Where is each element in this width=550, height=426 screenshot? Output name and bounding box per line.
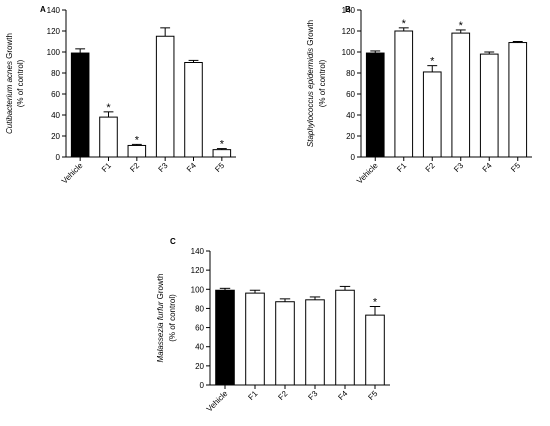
panel-letter: B xyxy=(345,5,351,14)
significance-star: * xyxy=(430,56,435,68)
panel-letter: C xyxy=(170,237,176,246)
bar-f2 xyxy=(422,71,442,158)
y-tick-label: 120 xyxy=(342,27,356,36)
category-label: F3 xyxy=(306,389,319,402)
y-tick-label: 100 xyxy=(47,48,61,57)
bar-f5 xyxy=(365,314,385,386)
chart-panel-b: B 0 20 40 60 80 100 120 140 Vehicle * F1 * F2 * F3 F4 F5 S… xyxy=(306,5,532,186)
chart-panel-a: A 0 20 40 60 80 100 120 140 Vehicle * F1 * F2 F3 F4 * F5 C… xyxy=(5,5,236,186)
y-tick-label: 40 xyxy=(346,111,355,120)
y-tick-label: 80 xyxy=(346,69,355,78)
bar-f1 xyxy=(394,30,414,158)
significance-star: * xyxy=(373,297,378,309)
y-axis-label-species: Staphylococcus epidermidis xyxy=(306,48,315,147)
category-label: F4 xyxy=(336,389,349,402)
panel-letter: A xyxy=(40,5,46,14)
category-label: F5 xyxy=(213,161,226,174)
y-tick-label: 40 xyxy=(51,111,60,120)
bar-vehicle xyxy=(70,52,90,158)
y-tick-label: 60 xyxy=(51,90,60,99)
chart-panel-c: C 0 20 40 60 80 100 120 140 Vehicle F1 F2 F3 F4 * F5 Mal… xyxy=(156,237,390,414)
significance-star: * xyxy=(135,134,140,146)
bar-f4 xyxy=(479,53,499,158)
y-axis-label-growth: Growth xyxy=(156,274,165,302)
category-label: F1 xyxy=(246,389,259,402)
bar-f3 xyxy=(305,299,325,386)
category-label: F1 xyxy=(395,161,408,174)
y-axis-label: Malassezia furfur Growth xyxy=(156,274,165,363)
y-tick-label: 60 xyxy=(195,324,204,333)
category-label: Vehicle xyxy=(60,161,85,186)
y-axis-label-species: Cutibacterium acnes xyxy=(5,61,14,134)
category-label: F2 xyxy=(424,161,437,174)
significance-star: * xyxy=(459,20,464,32)
y-tick-label: 140 xyxy=(191,247,205,256)
category-label: F5 xyxy=(509,161,522,174)
y-tick-label: 80 xyxy=(51,69,60,78)
significance-star: * xyxy=(220,139,225,151)
bar-f5 xyxy=(212,149,232,158)
category-label: F2 xyxy=(276,389,289,402)
category-label: F4 xyxy=(481,161,494,174)
bar-f1 xyxy=(245,292,265,386)
category-label: Vehicle xyxy=(355,161,380,186)
bar-f4 xyxy=(184,62,203,158)
y-tick-label: 40 xyxy=(195,343,204,352)
y-axis-label-growth: Growth xyxy=(306,20,315,48)
category-label: Vehicle xyxy=(205,389,230,414)
category-label: F2 xyxy=(128,161,141,174)
y-tick-label: 0 xyxy=(56,153,61,162)
y-axis-label-unit: (% of control) xyxy=(318,59,327,107)
category-label: F5 xyxy=(366,389,379,402)
y-axis-label-growth: Growth xyxy=(5,33,14,61)
y-tick-label: 20 xyxy=(195,362,204,371)
y-tick-label: 140 xyxy=(342,6,356,15)
y-axis-label: Staphylococcus epidermidis Growth xyxy=(306,20,315,147)
y-axis-label: Cutibacterium acnes Growth xyxy=(5,33,14,134)
y-tick-label: 120 xyxy=(47,27,61,36)
y-tick-label: 0 xyxy=(200,381,205,390)
category-label: F3 xyxy=(452,161,465,174)
y-axis-label-unit: (% of control) xyxy=(168,294,177,342)
bar-f1 xyxy=(99,116,118,158)
y-tick-label: 140 xyxy=(47,6,61,15)
category-label: F3 xyxy=(157,161,170,174)
bar-f3 xyxy=(155,35,175,158)
bar-f3 xyxy=(451,32,471,158)
bar-vehicle xyxy=(215,289,235,386)
significance-star: * xyxy=(402,18,407,30)
bar-f5 xyxy=(508,42,528,158)
y-tick-label: 100 xyxy=(342,48,356,57)
y-tick-label: 60 xyxy=(346,90,355,99)
bar-f2 xyxy=(127,144,147,158)
bar-f2 xyxy=(275,301,295,386)
bar-f4 xyxy=(335,289,355,386)
y-tick-label: 120 xyxy=(191,266,205,275)
y-tick-label: 20 xyxy=(346,132,355,141)
y-axis-label-species: Malassezia furfur xyxy=(156,301,165,362)
y-tick-label: 0 xyxy=(351,153,356,162)
y-tick-label: 80 xyxy=(195,304,204,313)
category-label: F1 xyxy=(100,161,113,174)
significance-star: * xyxy=(106,102,111,114)
y-tick-label: 100 xyxy=(191,285,205,294)
y-tick-label: 20 xyxy=(51,132,60,141)
category-label: F4 xyxy=(185,161,198,174)
bar-vehicle xyxy=(365,52,385,158)
y-axis-label-unit: (% of control) xyxy=(16,59,25,107)
